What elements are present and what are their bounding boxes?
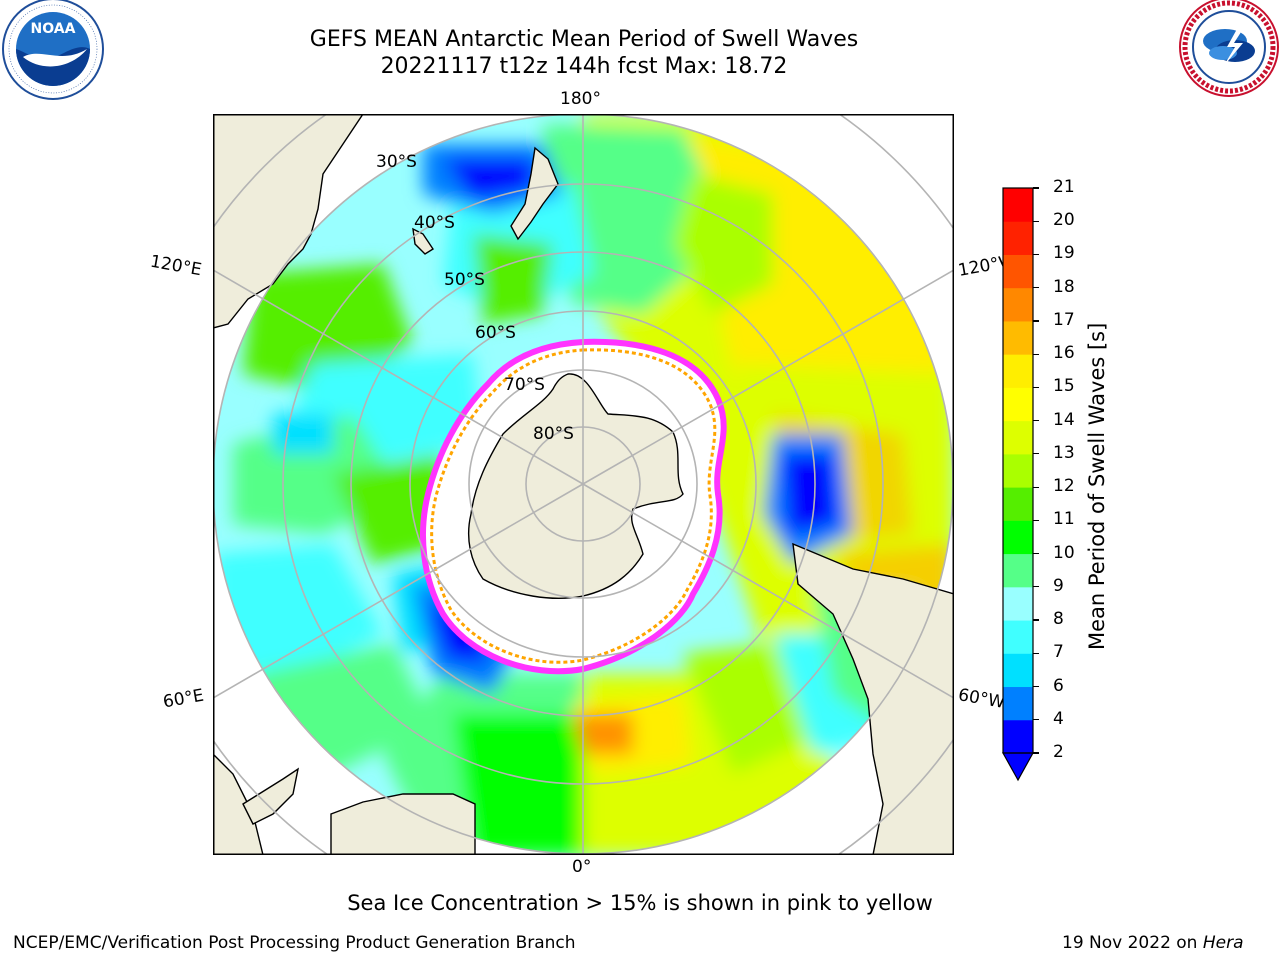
colorbar-tick-mark [1033, 187, 1039, 189]
colorbar-tick-label: 18 [1053, 276, 1075, 297]
colorbar-segment [1003, 520, 1033, 555]
lon-label-60e: 60°E [161, 685, 206, 713]
colorbar-under-arrow [1001, 752, 1035, 782]
colorbar-tick-label: 17 [1053, 309, 1075, 330]
colorbar-tick-label: 16 [1053, 343, 1075, 364]
nws-logo [1179, 0, 1279, 97]
colorbar-tick-mark [1033, 253, 1039, 256]
colorbar-segment [1003, 719, 1033, 754]
colorbar-tick-mark [1033, 652, 1039, 654]
colorbar-tick-label: 6 [1053, 675, 1064, 696]
map-subtitle: 20221117 t12z 144h fcst Max: 18.72 [380, 54, 788, 79]
colorbar [1001, 187, 1035, 782]
footer-machine: Hera [1202, 933, 1244, 953]
colorbar-tick-label: 14 [1053, 409, 1075, 430]
colorbar-tick-label: 4 [1053, 708, 1064, 729]
colorbar-tick-mark [1033, 353, 1039, 355]
colorbar-segment [1003, 387, 1033, 422]
polar-map [213, 114, 954, 855]
colorbar-border [1002, 187, 1034, 754]
colorbar-segment [1003, 188, 1033, 222]
colorbar-segment [1003, 287, 1033, 322]
colorbar-segment [1003, 420, 1033, 455]
colorbar-segment [1003, 453, 1033, 488]
colorbar-segment [1003, 354, 1033, 388]
colorbar-tick-label: 20 [1053, 210, 1075, 231]
colorbar-tick-label: 15 [1053, 376, 1075, 397]
svg-text:NOAA: NOAA [31, 21, 76, 37]
colorbar-segment [1003, 686, 1033, 721]
lon-label-120e: 120°E [148, 251, 204, 281]
footer-date: 19 Nov 2022 on Hera [1062, 933, 1244, 953]
colorbar-tick-mark [1033, 719, 1039, 721]
colorbar-tick-mark [1033, 320, 1039, 322]
lon-label-180: 180° [560, 89, 601, 109]
footer-credit: NCEP/EMC/Verification Post Processing Pr… [13, 933, 576, 953]
colorbar-tick-label: 10 [1053, 542, 1075, 563]
footer-date-text: 19 Nov 2022 on [1062, 933, 1198, 953]
colorbar-segment [1003, 221, 1033, 255]
colorbar-segment [1003, 254, 1033, 289]
colorbar-segment [1003, 553, 1033, 588]
colorbar-tick-mark [1033, 552, 1039, 555]
colorbar-segments [1003, 188, 1033, 754]
colorbar-tick-label: 13 [1053, 442, 1075, 463]
sea-ice-note: Sea Ice Concentration > 15% is shown in … [347, 891, 933, 915]
colorbar-segment [1003, 320, 1033, 355]
colorbar-tick-mark [1033, 453, 1039, 455]
lat-label-30s: 30°S [376, 152, 417, 172]
colorbar-tick-mark [1033, 586, 1039, 588]
colorbar-tick-label: 2 [1053, 742, 1064, 762]
colorbar-tick-label: 21 [1053, 177, 1075, 197]
colorbar-ticks: 2 4 6 7 8 9 10 11 12 13 14 15 16 17 18 19 20 21 [1033, 177, 1093, 783]
lat-label-70s: 70°S [504, 375, 545, 395]
colorbar-tick-mark [1033, 287, 1039, 289]
landmass [213, 114, 954, 855]
lat-label-80s: 80°S [533, 424, 574, 444]
colorbar-tick-label: 11 [1053, 509, 1075, 530]
noaa-logo: NOAA [2, 0, 104, 100]
colorbar-tick-mark [1033, 420, 1039, 422]
colorbar-tick-mark [1033, 519, 1039, 521]
colorbar-segment [1003, 487, 1033, 521]
colorbar-title: Mean Period of Swell Waves [s] [1085, 322, 1109, 650]
colorbar-segment [1003, 620, 1033, 654]
colorbar-tick-mark [1033, 386, 1039, 388]
lat-label-60s: 60°S [475, 323, 516, 343]
map-border [213, 114, 954, 855]
colorbar-tick-mark [1033, 685, 1039, 688]
colorbar-segment [1003, 586, 1033, 621]
colorbar-tick-mark [1033, 486, 1039, 488]
colorbar-segment [1003, 653, 1033, 688]
lat-label-50s: 50°S [444, 270, 485, 290]
colorbar-tick-label: 7 [1053, 642, 1064, 663]
antarctica-land [468, 373, 684, 599]
colorbar-tick-mark [1033, 752, 1039, 754]
map-title: GEFS MEAN Antarctic Mean Period of Swell… [309, 27, 859, 52]
colorbar-tick-mark [1033, 220, 1039, 222]
colorbar-tick-label: 12 [1053, 476, 1075, 497]
colorbar-tick-label: 9 [1053, 575, 1064, 596]
colorbar-tick-label: 19 [1053, 243, 1075, 264]
lon-label-0: 0° [572, 857, 592, 877]
colorbar-tick-label: 8 [1053, 609, 1064, 630]
lat-label-40s: 40°S [414, 213, 455, 233]
colorbar-tick-mark [1033, 619, 1039, 621]
